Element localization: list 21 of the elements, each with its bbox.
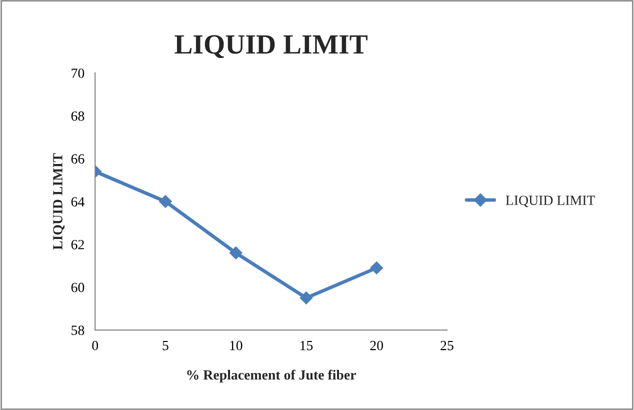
point <box>159 195 172 208</box>
y-tick-label: 64 <box>71 197 84 206</box>
y-tick-label: 60 <box>71 282 84 292</box>
chart-title: LIQUID LIMIT <box>174 35 368 58</box>
point <box>229 246 242 260</box>
x-tick-label: 5 <box>162 341 168 350</box>
point <box>370 262 384 274</box>
y-tick-label: 58 <box>72 326 84 336</box>
point <box>300 292 313 304</box>
x-tick-label: 10 <box>230 340 242 350</box>
y-axis-title: LIQUID LIMIT <box>53 153 65 250</box>
x-axis-title: % Replacement of Jute fiber <box>187 370 356 382</box>
y-tick-label: 66 <box>71 154 84 164</box>
x-tick-label: 25 <box>440 340 454 350</box>
x-tick-label: 20 <box>370 340 384 350</box>
x-tick-label: 0 <box>92 340 98 350</box>
legend-label: LIQUID LIMIT <box>506 196 596 208</box>
y-tick-label: 62 <box>71 240 84 250</box>
y-tick-label: 70 <box>72 68 84 78</box>
y-tick-label: 68 <box>71 111 84 121</box>
x-tick-label: 15 <box>300 340 313 350</box>
